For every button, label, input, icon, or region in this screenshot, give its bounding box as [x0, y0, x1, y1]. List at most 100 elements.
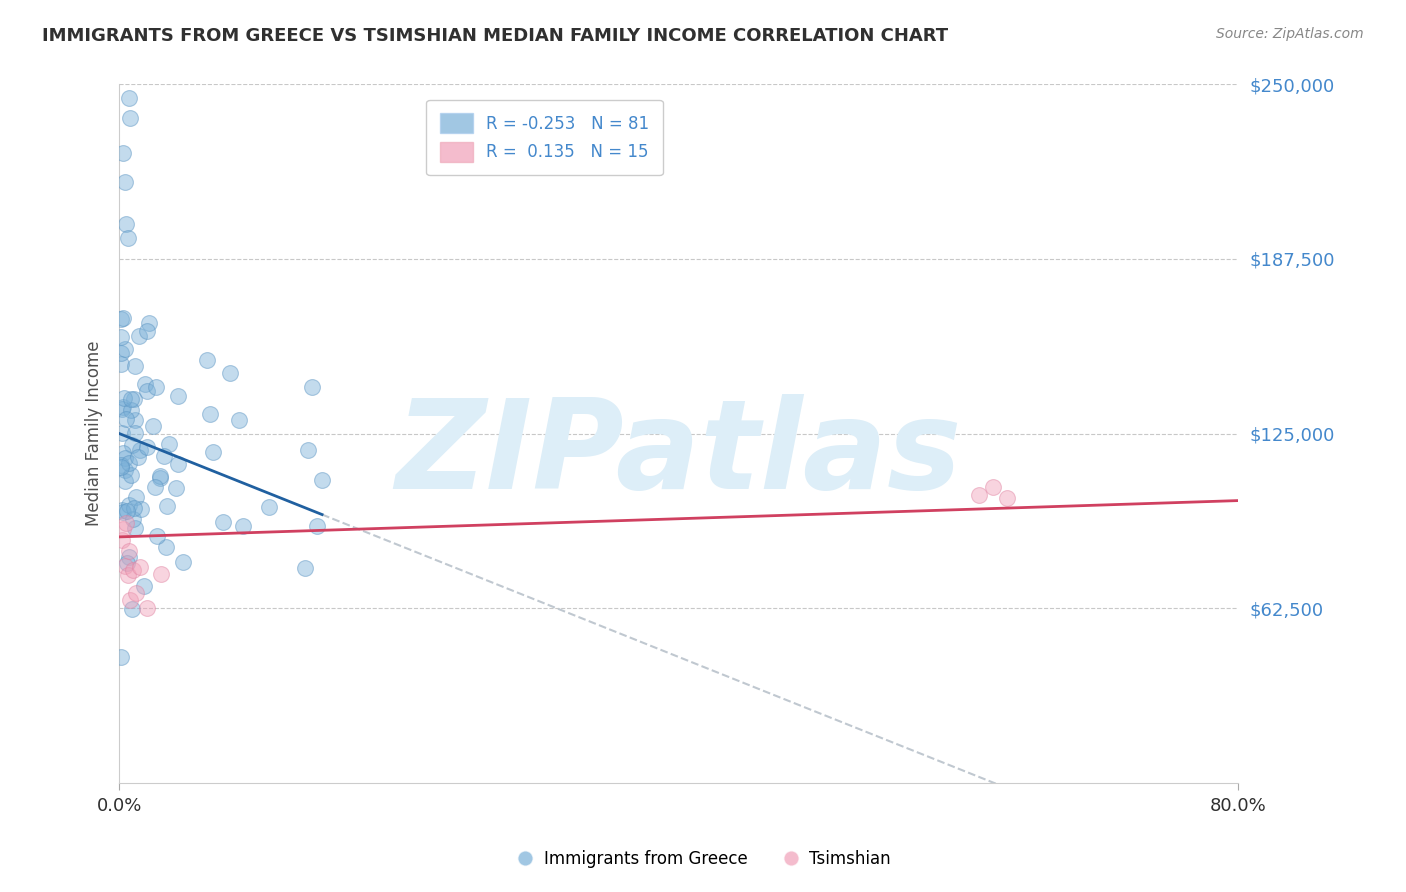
Point [124, 392, 146, 406]
Point [150, 566, 173, 581]
Point [202, 445, 225, 459]
Point [112, 523, 135, 537]
Point [115, 556, 138, 570]
Point [110, 312, 132, 326]
Y-axis label: Median Family Income: Median Family Income [86, 341, 103, 526]
Point [218, 366, 240, 380]
Point [146, 528, 169, 542]
Point [156, 499, 179, 513]
Point [155, 540, 177, 554]
Point [228, 413, 250, 427]
Text: ZIPatlas: ZIPatlas [395, 394, 962, 515]
Point [110, 357, 132, 371]
Point [152, 450, 174, 464]
Point [124, 413, 146, 427]
Point [134, 579, 156, 593]
Point [120, 403, 142, 417]
Point [114, 474, 136, 488]
Point [120, 468, 142, 483]
Point [110, 650, 132, 665]
Text: IMMIGRANTS FROM GREECE VS TSIMSHIAN MEDIAN FAMILY INCOME CORRELATION CHART: IMMIGRANTS FROM GREECE VS TSIMSHIAN MEDI… [42, 27, 948, 45]
Point [121, 438, 143, 452]
Point [111, 505, 134, 519]
Point [122, 563, 145, 577]
Point [257, 500, 280, 515]
Point [114, 342, 136, 356]
Point [111, 426, 134, 441]
Point [129, 502, 152, 516]
Point [118, 543, 141, 558]
Point [135, 440, 157, 454]
Point [148, 471, 170, 485]
Point [110, 460, 132, 475]
Point [120, 592, 142, 607]
Point [143, 479, 166, 493]
Point [111, 503, 134, 517]
Point [121, 512, 143, 526]
Point [165, 481, 187, 495]
Point [124, 425, 146, 440]
Point [125, 586, 148, 600]
Point [301, 380, 323, 394]
Point [115, 217, 138, 231]
Point [124, 521, 146, 535]
Point [118, 550, 141, 565]
Point [110, 345, 132, 359]
Point [124, 359, 146, 373]
Point [127, 450, 149, 464]
Point [111, 533, 134, 547]
Point [136, 324, 159, 338]
Point [294, 561, 316, 575]
Point [172, 555, 194, 569]
Legend: Immigrants from Greece, Tsimshian: Immigrants from Greece, Tsimshian [509, 844, 897, 875]
Point [120, 111, 142, 125]
Point [114, 451, 136, 466]
Point [129, 443, 152, 458]
Point [111, 310, 134, 325]
Point [167, 458, 190, 472]
Point [200, 407, 222, 421]
Point [112, 401, 135, 415]
Point [122, 501, 145, 516]
Point [117, 231, 139, 245]
Point [145, 380, 167, 394]
Point [305, 518, 328, 533]
Point [138, 316, 160, 330]
Point [111, 401, 134, 416]
Point [115, 516, 138, 530]
Point [136, 384, 159, 398]
Point [149, 468, 172, 483]
Point [129, 560, 152, 574]
Legend: R = -0.253   N = 81, R =  0.135   N = 15: R = -0.253 N = 81, R = 0.135 N = 15 [426, 100, 662, 176]
Point [114, 175, 136, 189]
Point [124, 490, 146, 504]
Point [110, 458, 132, 473]
Point [117, 568, 139, 582]
Point [114, 411, 136, 425]
Text: Source: ZipAtlas.com: Source: ZipAtlas.com [1216, 27, 1364, 41]
Point [118, 498, 141, 512]
Point [142, 418, 165, 433]
Point [167, 389, 190, 403]
Point [120, 392, 142, 407]
Point [114, 463, 136, 477]
Point [110, 330, 132, 344]
Point [115, 504, 138, 518]
Point [128, 329, 150, 343]
Point [134, 377, 156, 392]
Point [983, 480, 1005, 494]
Point [195, 352, 218, 367]
Point [311, 473, 333, 487]
Point [111, 446, 134, 460]
Point [297, 443, 319, 458]
Point [118, 91, 141, 105]
Point [111, 145, 134, 160]
Point [112, 391, 135, 405]
Point [114, 559, 136, 574]
Point [212, 515, 235, 529]
Point [121, 602, 143, 616]
Point [118, 456, 141, 470]
Point [995, 491, 1018, 505]
Point [157, 436, 180, 450]
Point [969, 488, 991, 502]
